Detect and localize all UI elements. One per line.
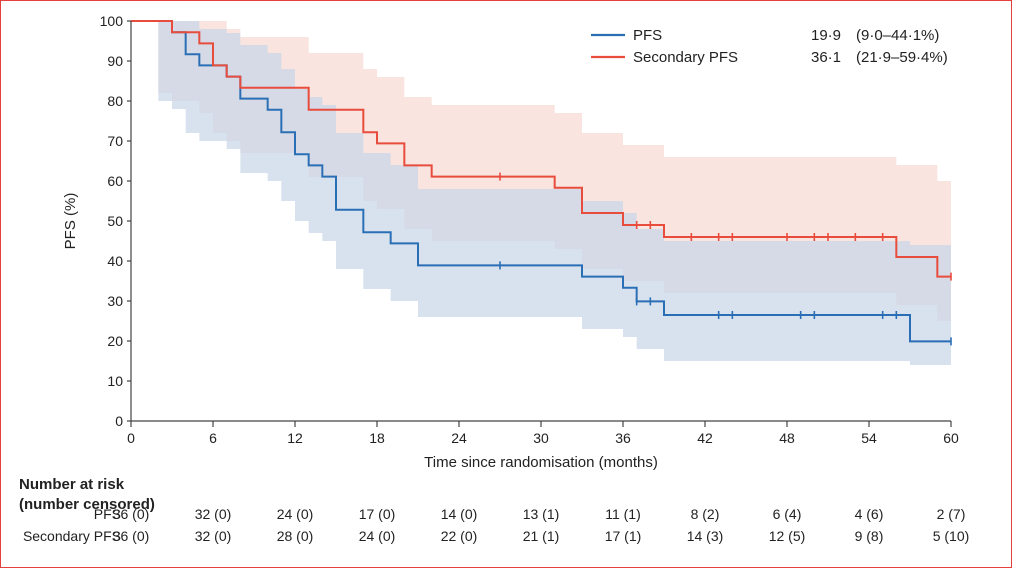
x-tick-label: 36 <box>615 430 631 446</box>
legend: PFS 19·9 (9·0–44·1%) Secondary PFS 36·1 (21·9… <box>591 27 948 66</box>
legend-value-secondary_pfs: 36·1 <box>811 49 841 66</box>
y-tick-label: 60 <box>107 173 123 189</box>
x-tick-label: 48 <box>779 430 795 446</box>
y-tick-label: 0 <box>115 413 123 429</box>
risk-cell: 17 (1) <box>605 528 642 544</box>
x-tick-label: 30 <box>533 430 549 446</box>
km-chart: 0 10 20 30 40 50 60 70 80 90 100 0 6 12 18 24 30 36 42 48 54… <box>1 1 1012 569</box>
risk-cell: 17 (0) <box>359 506 396 522</box>
y-tick-label: 30 <box>107 293 123 309</box>
risk-row-label-secondary_pfs: Secondary PFS <box>23 528 121 544</box>
x-tick-label: 12 <box>287 430 303 446</box>
x-tick-label: 42 <box>697 430 713 446</box>
risk-cell: 21 (1) <box>523 528 560 544</box>
risk-cell: 36 (0) <box>113 528 150 544</box>
risk-cell: 32 (0) <box>195 506 232 522</box>
y-tick-label: 90 <box>107 53 123 69</box>
risk-cell: 24 (0) <box>359 528 396 544</box>
legend-ci-secondary_pfs: (21·9–59·4%) <box>856 49 948 66</box>
risk-cell: 14 (0) <box>441 506 478 522</box>
risk-cell: 9 (8) <box>855 528 884 544</box>
y-tick-label: 10 <box>107 373 123 389</box>
risk-cell: 6 (4) <box>773 506 802 522</box>
risk-cell: 2 (7) <box>937 506 966 522</box>
risk-cell: 8 (2) <box>691 506 720 522</box>
x-tick-label: 54 <box>861 430 877 446</box>
risk-cell: 12 (5) <box>769 528 806 544</box>
risk-header-1: Number at risk <box>19 476 125 493</box>
ci-bands <box>131 21 951 385</box>
y-tick-label: 70 <box>107 133 123 149</box>
x-tick-label: 0 <box>127 430 135 446</box>
x-tick-label: 18 <box>369 430 385 446</box>
risk-cell: 36 (0) <box>113 506 150 522</box>
legend-label-secondary_pfs: Secondary PFS <box>633 49 738 66</box>
risk-cell: 13 (1) <box>523 506 560 522</box>
legend-value-pfs: 19·9 <box>811 27 841 44</box>
y-tick-label: 50 <box>107 213 123 229</box>
y-tick-label: 40 <box>107 253 123 269</box>
risk-cell: 14 (3) <box>687 528 724 544</box>
x-axis-label: Time since randomisation (months) <box>424 454 658 471</box>
x-tick-label: 24 <box>451 430 467 446</box>
risk-cell: 22 (0) <box>441 528 478 544</box>
figure-frame: 0 10 20 30 40 50 60 70 80 90 100 0 6 12 18 24 30 36 42 48 54… <box>0 0 1012 568</box>
y-tick-label: 100 <box>100 13 124 29</box>
risk-cell: 4 (6) <box>855 506 884 522</box>
risk-cell: 32 (0) <box>195 528 232 544</box>
legend-ci-pfs: (9·0–44·1%) <box>856 27 939 44</box>
x-tick-label: 6 <box>209 430 217 446</box>
risk-table: Number at risk(number censored)PFS36 (0)… <box>19 476 969 544</box>
y-tick-label: 20 <box>107 333 123 349</box>
risk-cell: 5 (10) <box>933 528 970 544</box>
y-axis-label: PFS (%) <box>62 193 79 250</box>
risk-cell: 28 (0) <box>277 528 314 544</box>
y-tick-label: 80 <box>107 93 123 109</box>
legend-label-pfs: PFS <box>633 27 662 44</box>
risk-cell: 11 (1) <box>605 506 641 522</box>
risk-cell: 24 (0) <box>277 506 314 522</box>
x-tick-label: 60 <box>943 430 959 446</box>
